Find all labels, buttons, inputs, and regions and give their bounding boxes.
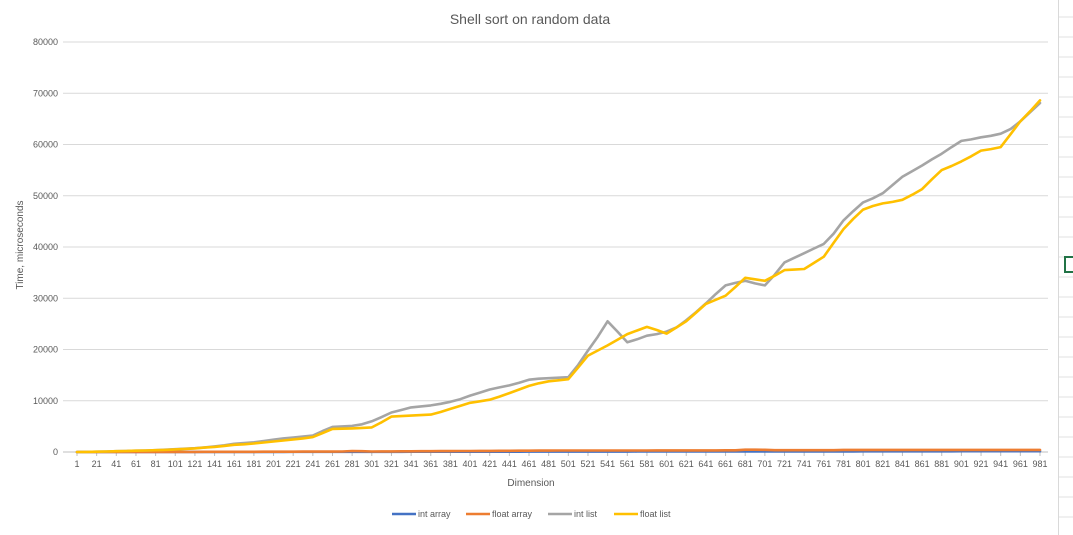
x-tick-label: 81 — [151, 459, 161, 469]
y-axis-tick-labels: 0 10000 20000 30000 40000 50000 60000 70000 8000… — [33, 37, 58, 457]
x-tick-label: 881 — [934, 459, 949, 469]
legend-entry-float-list[interactable]: float list — [640, 509, 671, 519]
y-axis-title[interactable]: Time, microseconds — [15, 200, 26, 289]
y-tick-label: 0 — [53, 447, 58, 457]
x-tick-label: 481 — [541, 459, 556, 469]
y-tick-label: 80000 — [33, 37, 58, 47]
x-tick-label: 901 — [954, 459, 969, 469]
y-tick-label: 40000 — [33, 242, 58, 252]
gridlines — [63, 41, 1048, 453]
x-tick-label: 661 — [718, 459, 733, 469]
x-tick-label: 541 — [600, 459, 615, 469]
y-tick-label: 10000 — [33, 396, 58, 406]
x-tick-label: 181 — [246, 459, 261, 469]
x-tick-label: 341 — [404, 459, 419, 469]
x-tick-label: 421 — [482, 459, 497, 469]
x-tick-label: 221 — [286, 459, 301, 469]
legend-entry-float-array[interactable]: float array — [492, 509, 533, 519]
series-line-float-array[interactable] — [75, 448, 1042, 454]
x-tick-label: 361 — [423, 459, 438, 469]
x-tick-label: 401 — [463, 459, 478, 469]
y-tick-label: 20000 — [33, 345, 58, 355]
x-tick-label: 41 — [111, 459, 121, 469]
x-tick-label: 621 — [679, 459, 694, 469]
x-tick-label: 61 — [131, 459, 141, 469]
x-tick-label: 701 — [757, 459, 772, 469]
x-tick-label: 241 — [305, 459, 320, 469]
x-tick-label: 761 — [816, 459, 831, 469]
x-tick-label: 601 — [659, 459, 674, 469]
series-lines — [75, 99, 1042, 454]
x-tick-label: 441 — [502, 459, 517, 469]
y-tick-label: 30000 — [33, 293, 58, 303]
x-tick-label: 821 — [875, 459, 890, 469]
x-tick-label: 141 — [207, 459, 222, 469]
x-tick-label: 981 — [1032, 459, 1047, 469]
x-tick-label: 581 — [639, 459, 654, 469]
x-axis-tick-labels: 1 21 41 61 81 101 121 141 161 181 201 221 241 261 281 3… — [74, 452, 1048, 469]
x-tick-label: 461 — [522, 459, 537, 469]
x-tick-label: 961 — [1013, 459, 1028, 469]
chart-title[interactable]: Shell sort on random data — [450, 11, 611, 27]
x-tick-label: 321 — [384, 459, 399, 469]
x-tick-label: 641 — [698, 459, 713, 469]
x-tick-label: 501 — [561, 459, 576, 469]
x-tick-label: 161 — [227, 459, 242, 469]
series-line-int-list[interactable] — [75, 101, 1042, 454]
active-cell-indicator — [1064, 256, 1073, 273]
x-tick-label: 741 — [797, 459, 812, 469]
y-tick-label: 60000 — [33, 140, 58, 150]
x-tick-label: 941 — [993, 459, 1008, 469]
x-tick-label: 721 — [777, 459, 792, 469]
x-tick-label: 861 — [915, 459, 930, 469]
x-tick-label: 781 — [836, 459, 851, 469]
y-tick-label: 50000 — [33, 191, 58, 201]
legend-entry-int-list[interactable]: int list — [574, 509, 598, 519]
y-tick-label: 70000 — [33, 88, 58, 98]
x-tick-label: 921 — [974, 459, 989, 469]
series-line-float-list[interactable] — [75, 99, 1042, 454]
x-tick-label: 521 — [580, 459, 595, 469]
x-axis-title[interactable]: Dimension — [507, 478, 554, 489]
x-tick-label: 301 — [364, 459, 379, 469]
x-tick-label: 21 — [92, 459, 102, 469]
x-tick-label: 1 — [74, 459, 79, 469]
x-tick-label: 281 — [345, 459, 360, 469]
x-tick-label: 681 — [738, 459, 753, 469]
x-tick-label: 561 — [620, 459, 635, 469]
x-tick-label: 201 — [266, 459, 281, 469]
x-tick-label: 121 — [187, 459, 202, 469]
x-tick-label: 101 — [168, 459, 183, 469]
x-tick-label: 841 — [895, 459, 910, 469]
x-tick-label: 801 — [856, 459, 871, 469]
legend[interactable]: int array float array int list float list — [392, 509, 671, 519]
legend-entry-int-array[interactable]: int array — [418, 509, 451, 519]
x-tick-label: 261 — [325, 459, 340, 469]
x-tick-label: 381 — [443, 459, 458, 469]
